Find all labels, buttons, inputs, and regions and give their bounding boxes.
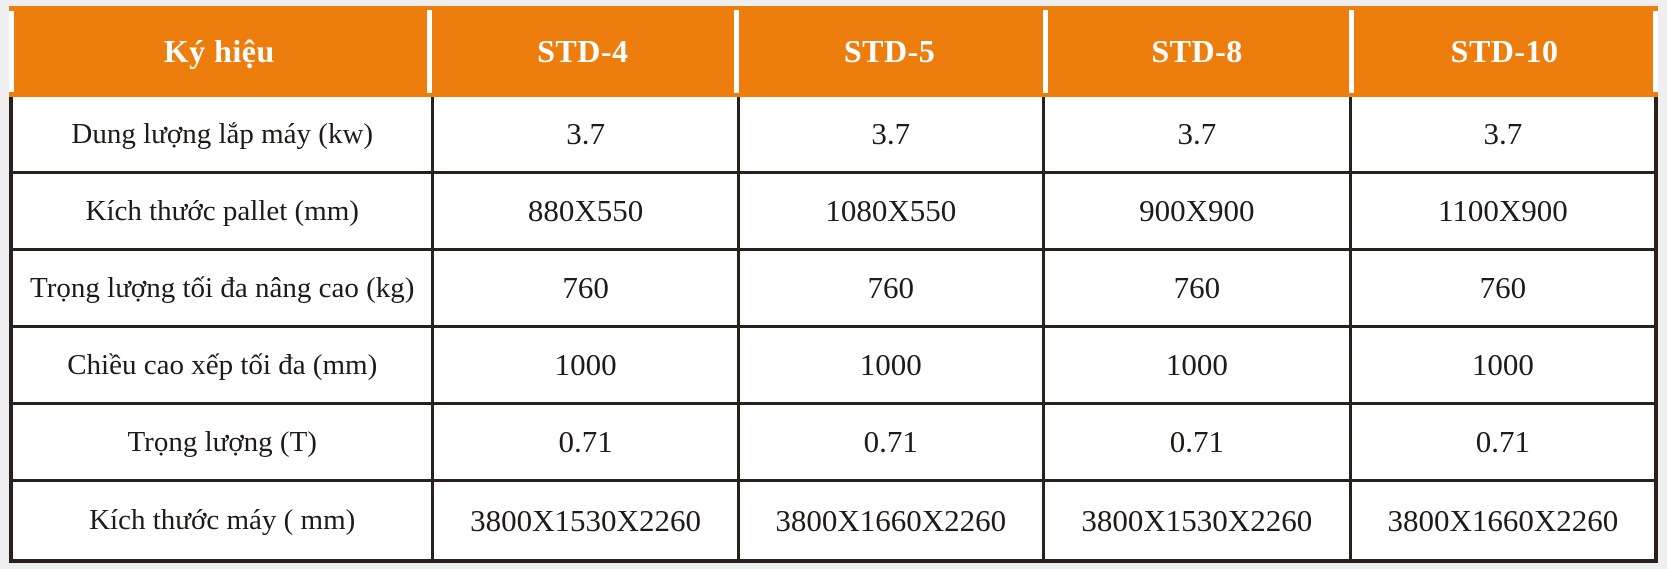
header-divider — [1042, 10, 1048, 93]
header-divider — [9, 11, 14, 92]
table-header-row: Ký hiệu STD-4 STD-5 STD-8 STD-10 — [9, 6, 1658, 97]
table-cell: 3800X1660X2260 — [1348, 482, 1654, 559]
table-cell: 1000 — [1348, 328, 1654, 405]
table-cell: 1080X550 — [736, 174, 1042, 251]
table-cell: 1100X900 — [1348, 174, 1654, 251]
column-header-std-10: STD-10 — [1450, 33, 1559, 69]
row-label: Dung lượng lắp máy (kw) — [13, 97, 432, 174]
header-divider — [734, 10, 740, 93]
column-header-ky-hieu: Ký hiệu — [163, 33, 275, 69]
table-row-trong-luong: Trọng lượng (T) 0.71 0.71 0.71 0.71 — [13, 405, 1654, 482]
table-row-trong-luong-toi-da: Trọng lượng tối đa nâng cao (kg) 760 760… — [13, 251, 1654, 328]
table-cell: 3.7 — [736, 97, 1042, 174]
table-cell: 0.71 — [736, 405, 1042, 482]
table-cell: 760 — [431, 251, 737, 328]
column-header-std-4: STD-4 — [537, 33, 629, 69]
table-cell: 900X900 — [1041, 174, 1349, 251]
table-cell: 3.7 — [431, 97, 737, 174]
table-row-kich-thuoc-pallet: Kích thước pallet (mm) 880X550 1080X550 … — [13, 174, 1654, 251]
row-label: Trọng lượng tối đa nâng cao (kg) — [13, 251, 432, 328]
table-cell: 0.71 — [431, 405, 737, 482]
table-cell: 760 — [736, 251, 1042, 328]
table-row-chieu-cao-xep: Chiều cao xếp tối đa (mm) 1000 1000 1000… — [13, 328, 1654, 405]
header-divider — [1349, 10, 1355, 93]
row-label: Trọng lượng (T) — [13, 405, 432, 482]
row-label: Chiều cao xếp tối đa (mm) — [13, 328, 432, 405]
table-cell: 3800X1660X2260 — [736, 482, 1042, 559]
table-cell: 760 — [1348, 251, 1654, 328]
header-divider — [1653, 11, 1658, 92]
column-header-std-5: STD-5 — [843, 33, 936, 69]
table-cell: 3.7 — [1041, 97, 1349, 174]
table-cell: 1000 — [1041, 328, 1349, 405]
table-cell: 3800X1530X2260 — [1041, 482, 1349, 559]
table-cell: 760 — [1041, 251, 1349, 328]
table-cell: 880X550 — [431, 174, 737, 251]
table-cell: 3.7 — [1348, 97, 1654, 174]
column-header-std-8: STD-8 — [1151, 33, 1243, 69]
table-cell: 0.71 — [1348, 405, 1654, 482]
row-label: Kích thước pallet (mm) — [13, 174, 432, 251]
table-cell: 0.71 — [1041, 405, 1349, 482]
table-row-kich-thuoc-may: Kích thước máy ( mm) 3800X1530X2260 3800… — [13, 482, 1654, 559]
table-body: Dung lượng lắp máy (kw) 3.7 3.7 3.7 3.7 … — [9, 97, 1658, 563]
table-row-dung-luong: Dung lượng lắp máy (kw) 3.7 3.7 3.7 3.7 — [13, 97, 1654, 174]
table-cell: 1000 — [431, 328, 737, 405]
header-divider — [427, 10, 433, 93]
row-label: Kích thước máy ( mm) — [89, 504, 356, 536]
table-cell: 1000 — [736, 328, 1042, 405]
table-cell: 3800X1530X2260 — [431, 482, 736, 559]
